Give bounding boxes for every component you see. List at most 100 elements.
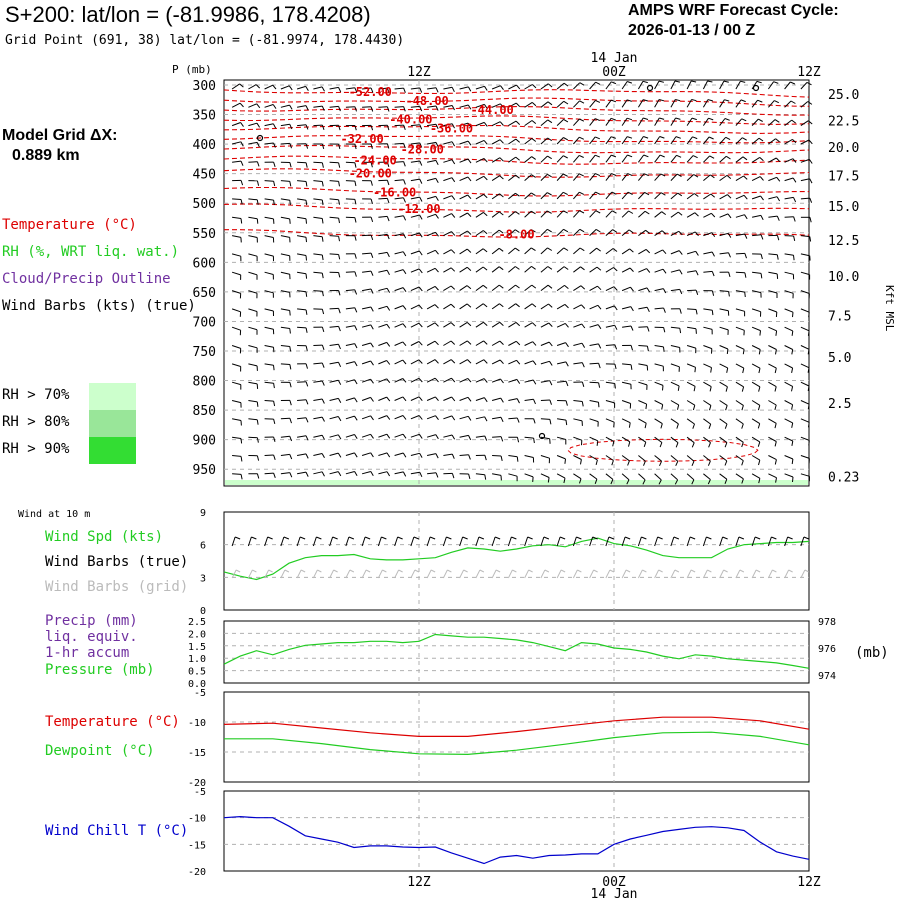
- wind-barb-flag: [532, 379, 537, 385]
- wind-barb-flag: [466, 285, 472, 290]
- wind-barb-flag: [434, 267, 439, 273]
- wind-barb-shaft: [394, 106, 404, 108]
- sfc-wind-barb-true: [654, 536, 659, 547]
- wind-barb-flag: [402, 323, 407, 328]
- sfc-wind-barb-true: [280, 536, 285, 547]
- wind-barb-flag: [563, 82, 569, 87]
- legend-wind-speed: Wind Spd (kts): [45, 529, 164, 545]
- wind-barb-shaft: [297, 453, 307, 456]
- wind-barb-shaft: [232, 216, 242, 219]
- wind-barb-flag: [645, 229, 650, 234]
- wind-barb-flag: [418, 415, 423, 420]
- rh-70-swatch: [89, 383, 136, 410]
- temp-panel-frame: [223, 691, 810, 783]
- wind-barb-shaft: [654, 473, 662, 481]
- wind-barb-shaft: [735, 271, 745, 274]
- wind-barb-flag: [337, 380, 342, 385]
- wind-barb-shaft: [410, 250, 420, 255]
- time-tick-label-top: 00Z: [602, 65, 626, 80]
- wind-barb-shaft: [686, 117, 693, 126]
- wind-barb-flag: [532, 84, 537, 89]
- wind-barb-shaft: [297, 105, 307, 108]
- wind-barb-shaft: [638, 345, 648, 347]
- wind-barb-shaft: [686, 418, 695, 425]
- wind-barb-shaft: [556, 191, 564, 200]
- calm-wind-marker: [256, 134, 264, 142]
- wind-barb-shaft: [508, 340, 517, 346]
- wind-barb-shaft: [768, 119, 776, 126]
- wind-barb-shaft: [556, 228, 564, 236]
- sfc-wind-barb-grid-flag: [642, 569, 647, 573]
- wind-barb-flag: [726, 348, 729, 355]
- wind-barb-flag: [418, 396, 423, 402]
- wind-barb-shaft: [605, 267, 614, 273]
- wind-barb-shaft: [784, 177, 794, 182]
- wind-barb-shaft: [361, 378, 371, 383]
- wind-barb-shaft: [313, 161, 323, 164]
- wind-barb-flag: [370, 471, 374, 477]
- wind-barb-flag: [790, 81, 796, 85]
- series-line-temperature-c-: [223, 716, 810, 737]
- wind-barb-shaft: [345, 180, 355, 182]
- sfc-wind-barb-true-flag: [478, 536, 485, 540]
- wind-barb-shaft: [280, 290, 290, 293]
- sfc-wind-barb-true-flag: [738, 536, 745, 540]
- wind-barb-shaft: [573, 436, 582, 441]
- wind-barb-shaft: [248, 345, 258, 349]
- wind-barb-shaft: [637, 99, 644, 108]
- wind-barb-flag: [776, 196, 781, 202]
- sfc-wind-barb-grid: [296, 569, 302, 579]
- wind-barb-shaft: [231, 141, 242, 145]
- wind-barb-flag: [546, 210, 552, 214]
- wind-barb-shaft: [443, 249, 452, 255]
- wind-barb-shaft: [410, 142, 420, 145]
- sfc-wind-barb-true-flag: [559, 536, 566, 540]
- wind-barb-shaft: [491, 175, 500, 182]
- wind-barb-flag: [695, 289, 699, 295]
- wind-barb-flag: [240, 199, 243, 205]
- wind-barb-shaft: [768, 176, 777, 182]
- wind-barb-flag: [338, 326, 341, 332]
- wind-barb-flag: [791, 422, 794, 428]
- wind-barb-flag: [808, 440, 810, 446]
- wind-barb-flag: [451, 87, 455, 93]
- wind-barb-flag: [515, 303, 520, 308]
- wind-barb-flag: [338, 106, 341, 112]
- date-label-bottom: 14 Jan: [591, 887, 638, 900]
- wind-barb-shaft: [508, 303, 516, 310]
- wind-barb-flag: [289, 200, 291, 206]
- wind-barb-flag: [661, 211, 666, 216]
- wind-barb-flag: [773, 81, 779, 84]
- wind-barb-shaft: [491, 247, 500, 255]
- wind-barb-shaft: [378, 106, 388, 108]
- wind-barb-shaft: [508, 266, 516, 273]
- wind-barb-flag: [516, 379, 521, 384]
- wind-barb-flag: [256, 180, 260, 186]
- wind-barb-shaft: [459, 303, 468, 310]
- time-tick-label-bottom: 12Z: [797, 875, 821, 890]
- wind-barb-shaft: [589, 100, 596, 108]
- wind-barb-flag: [305, 363, 308, 369]
- sfc-wind-barb-grid: [394, 569, 400, 579]
- wind-barb-shaft: [459, 122, 469, 127]
- wind-barb-shaft: [410, 359, 420, 365]
- wind-barb-shaft: [524, 247, 532, 255]
- wind-barb-flag: [691, 80, 697, 83]
- legend-temperature-sfc: Temperature (°C): [45, 714, 180, 730]
- pressure-tick-label: 950: [193, 463, 216, 478]
- wind-barb-flag: [776, 235, 780, 241]
- wind-barb-shaft: [589, 473, 598, 480]
- wind-barb-flag: [595, 228, 601, 233]
- wind-barb-flag: [273, 472, 276, 478]
- wind-barb-flag: [515, 102, 521, 108]
- wind-barb-shaft: [361, 306, 372, 310]
- sfc-wind-barb-grid: [426, 569, 432, 579]
- wind-barb-flag: [774, 367, 777, 374]
- wind-barb-shaft: [248, 84, 257, 90]
- wind-barb-shaft: [605, 305, 615, 310]
- wind-barb-shaft: [410, 196, 420, 200]
- wind-barb-shaft: [394, 161, 404, 163]
- wind-barb-shaft: [345, 343, 355, 346]
- wind-barb-flag: [807, 349, 810, 355]
- sfc-wind-barb-grid: [442, 569, 448, 579]
